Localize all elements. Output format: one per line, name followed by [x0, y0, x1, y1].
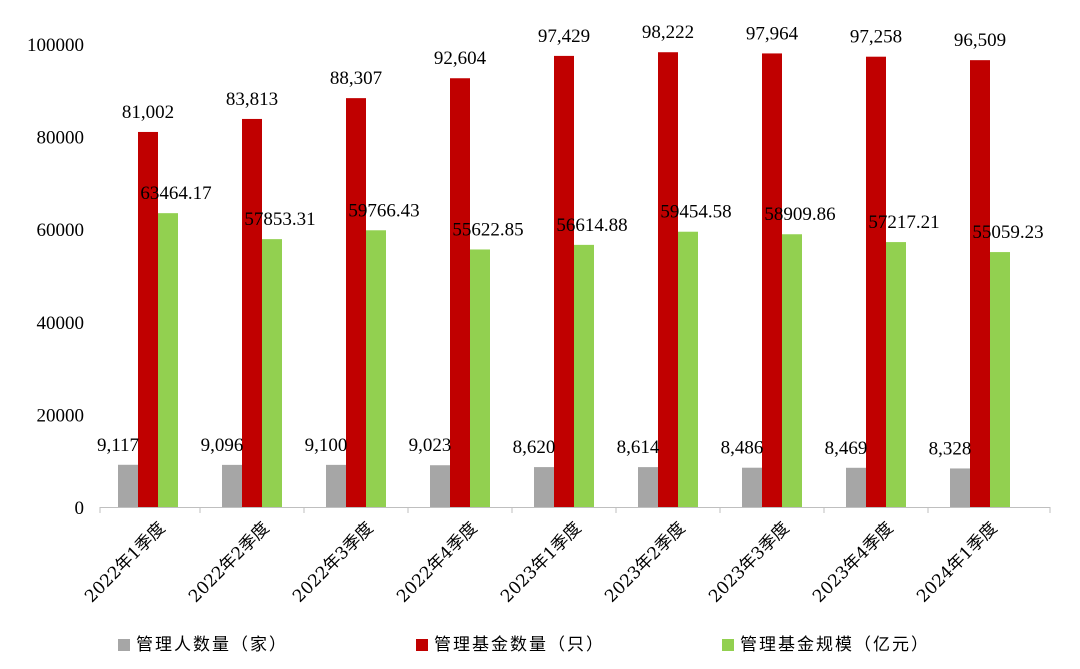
x-tick-label: 2022年1季度 [81, 518, 169, 606]
data-label-series-1: 8,620 [513, 437, 556, 458]
data-label-series-3: 57217.21 [868, 212, 939, 233]
bar-series-1 [118, 464, 138, 507]
data-label-series-1: 9,117 [97, 435, 139, 456]
bar-series-3 [158, 213, 178, 507]
bar-series-1 [742, 467, 762, 507]
data-label-series-3: 59454.58 [660, 202, 731, 223]
data-label-series-2: 98,222 [642, 22, 694, 43]
data-label-series-3: 59766.43 [348, 200, 419, 221]
bar-series-3 [262, 239, 282, 508]
data-label-series-3: 63464.17 [140, 183, 211, 204]
data-label-series-3: 58909.86 [764, 204, 835, 225]
legend-label: 管理人数量（家） [136, 635, 288, 655]
x-tick-label: 2023年2季度 [601, 518, 689, 606]
bar-series-3 [366, 230, 386, 507]
legend-swatch [416, 639, 428, 651]
bar-series-1 [430, 465, 450, 507]
legend-label: 管理基金规模（亿元） [740, 635, 930, 655]
bar-series-2 [346, 98, 366, 508]
bar-series-3 [782, 234, 802, 507]
bar-series-2 [554, 55, 574, 508]
y-tick-label: 40000 [37, 313, 85, 334]
bar-series-2 [138, 131, 158, 507]
data-label-series-2: 97,258 [850, 27, 902, 48]
x-tick-label: 2024年1季度 [913, 518, 1001, 606]
data-label-series-1: 9,023 [409, 435, 452, 456]
x-tick-label: 2022年3季度 [289, 518, 377, 606]
data-label-series-2: 96,509 [954, 30, 1006, 51]
bar-series-2 [242, 118, 262, 508]
data-label-series-2: 92,604 [434, 48, 487, 69]
bar-series-2 [658, 52, 678, 507]
y-tick-label: 100000 [27, 35, 84, 56]
data-label-series-2: 88,307 [330, 68, 382, 89]
bar-series-1 [326, 464, 346, 507]
bar-series-1 [534, 467, 554, 507]
legend-item-3: 管理基金规模（亿元） [722, 635, 930, 655]
bar-series-2 [970, 60, 990, 507]
data-label-series-1: 9,096 [201, 435, 244, 456]
data-label-series-2: 97,964 [746, 23, 799, 44]
x-tick-label: 2023年1季度 [497, 518, 585, 606]
data-label-series-1: 8,614 [617, 437, 660, 458]
y-tick-label: 0 [75, 498, 85, 519]
legend-label: 管理基金数量（只） [434, 635, 605, 655]
data-label-series-3: 55059.23 [972, 222, 1043, 243]
legend-swatch [722, 639, 734, 651]
y-tick-label: 80000 [37, 128, 85, 149]
data-label-series-3: 57853.31 [244, 209, 315, 230]
bar-series-3 [574, 244, 594, 507]
data-label-series-1: 8,486 [721, 438, 764, 459]
x-tick-label: 2023年4季度 [809, 518, 897, 606]
data-label-series-1: 8,469 [825, 438, 868, 459]
x-tick-label: 2023年3季度 [705, 518, 793, 606]
data-label-series-2: 97,429 [538, 26, 590, 47]
data-label-series-3: 55622.85 [452, 219, 523, 240]
legend-item-2: 管理基金数量（只） [416, 635, 605, 655]
legend-item-1: 管理人数量（家） [118, 635, 288, 655]
bar-series-2 [866, 56, 886, 507]
bar-series-1 [846, 467, 866, 507]
data-label-series-2: 83,813 [226, 89, 278, 110]
data-label-series-2: 81,002 [122, 102, 174, 123]
data-label-series-1: 9,100 [305, 435, 348, 456]
bar-series-3 [886, 242, 906, 507]
data-label-series-1: 8,328 [929, 438, 972, 459]
bar-series-1 [950, 468, 970, 507]
y-tick-label: 60000 [37, 220, 85, 241]
bar-series-1 [638, 467, 658, 507]
legend-swatch [118, 639, 130, 651]
bar-series-2 [762, 53, 782, 507]
x-tick-label: 2022年4季度 [393, 518, 481, 606]
bar-series-1 [222, 464, 242, 507]
bar-series-2 [450, 78, 470, 508]
data-label-series-3: 56614.88 [556, 215, 627, 236]
x-tick-label: 2022年2季度 [185, 518, 273, 606]
bar-series-3 [990, 252, 1010, 507]
bar-series-3 [678, 231, 698, 508]
bar-series-3 [470, 249, 490, 508]
y-tick-label: 20000 [37, 405, 85, 426]
